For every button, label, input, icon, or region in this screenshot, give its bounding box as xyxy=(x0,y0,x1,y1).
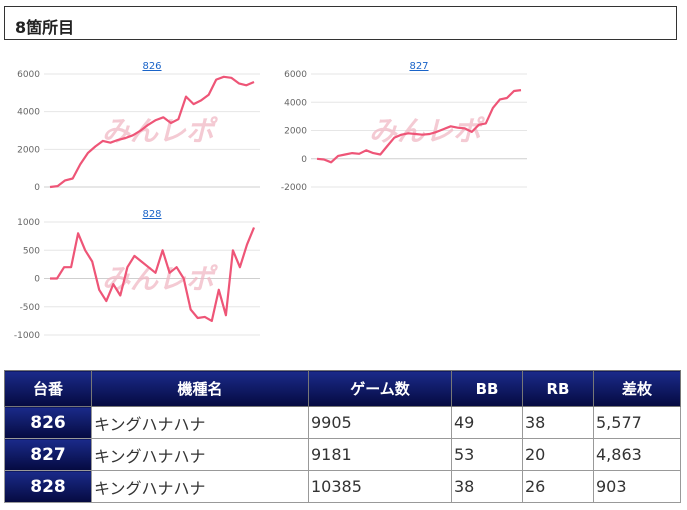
bb-count: 38 xyxy=(451,470,523,503)
model-name: キングハナハナ xyxy=(91,438,309,471)
bb-count: 49 xyxy=(451,406,523,439)
header-diff: 差枚 xyxy=(593,370,681,407)
chart-title-link[interactable]: 827 xyxy=(409,61,428,72)
watermark: みんレポ xyxy=(102,115,218,148)
series-line xyxy=(50,227,256,323)
diff-count: 5,577 xyxy=(593,406,681,439)
y-tick-label: 6000 xyxy=(284,70,307,80)
games-count: 9905 xyxy=(308,406,452,439)
machine-number[interactable]: 827 xyxy=(4,438,92,471)
y-tick-label: 2000 xyxy=(284,127,307,137)
diff-count: 903 xyxy=(593,470,681,503)
section-title: 8箇所目 xyxy=(4,6,677,40)
y-tick-label: 4000 xyxy=(284,98,307,108)
y-tick-label: 0 xyxy=(301,155,307,165)
table-row: 827 キングハナハナ 9181 53 20 4,863 xyxy=(4,438,681,471)
chart-title-link[interactable]: 826 xyxy=(142,61,161,72)
rb-count: 20 xyxy=(522,438,594,471)
series-line xyxy=(316,89,522,164)
chart-826: 826 6000 4000 2000 0 みんレポ xyxy=(8,58,260,193)
table-header-row: 台番 機種名 ゲーム数 BB RB 差枚 xyxy=(4,370,681,407)
y-tick-label: 0 xyxy=(34,275,40,285)
y-tick-label: -500 xyxy=(20,303,41,313)
rb-count: 26 xyxy=(522,470,594,503)
y-tick-label: 0 xyxy=(34,183,40,193)
watermark: みんレポ xyxy=(102,263,218,296)
model-name: キングハナハナ xyxy=(91,406,309,439)
rb-count: 38 xyxy=(522,406,594,439)
chart-828: 828 1000 500 0 -500 -1000 みんレポ xyxy=(8,206,260,341)
diff-count: 4,863 xyxy=(593,438,681,471)
machine-number[interactable]: 826 xyxy=(4,406,92,439)
machine-table: 台番 機種名 ゲーム数 BB RB 差枚 826 キングハナハナ 9905 49… xyxy=(4,370,681,503)
watermark: みんレポ xyxy=(369,115,485,148)
games-count: 10385 xyxy=(308,470,452,503)
bb-count: 53 xyxy=(451,438,523,471)
chart-title-link[interactable]: 828 xyxy=(142,209,161,220)
model-name: キングハナハナ xyxy=(91,470,309,503)
header-games: ゲーム数 xyxy=(308,370,452,407)
chart-827: 827 6000 4000 2000 0 -2000 みんレポ xyxy=(275,58,527,193)
header-model-name: 機種名 xyxy=(91,370,309,407)
y-tick-label: -1000 xyxy=(14,331,40,341)
y-tick-label: 6000 xyxy=(17,70,40,80)
y-tick-label: 4000 xyxy=(17,108,40,118)
table-row: 828 キングハナハナ 10385 38 26 903 xyxy=(4,470,681,503)
y-tick-label: -2000 xyxy=(281,183,307,193)
series-line xyxy=(49,75,255,189)
games-count: 9181 xyxy=(308,438,452,471)
machine-number[interactable]: 828 xyxy=(4,470,92,503)
y-tick-label: 1000 xyxy=(17,218,40,228)
y-tick-label: 500 xyxy=(23,246,40,256)
header-bb: BB xyxy=(451,370,523,407)
header-machine-number: 台番 xyxy=(4,370,92,407)
table-row: 826 キングハナハナ 9905 49 38 5,577 xyxy=(4,406,681,439)
header-rb: RB xyxy=(522,370,594,407)
y-tick-label: 2000 xyxy=(17,145,40,155)
